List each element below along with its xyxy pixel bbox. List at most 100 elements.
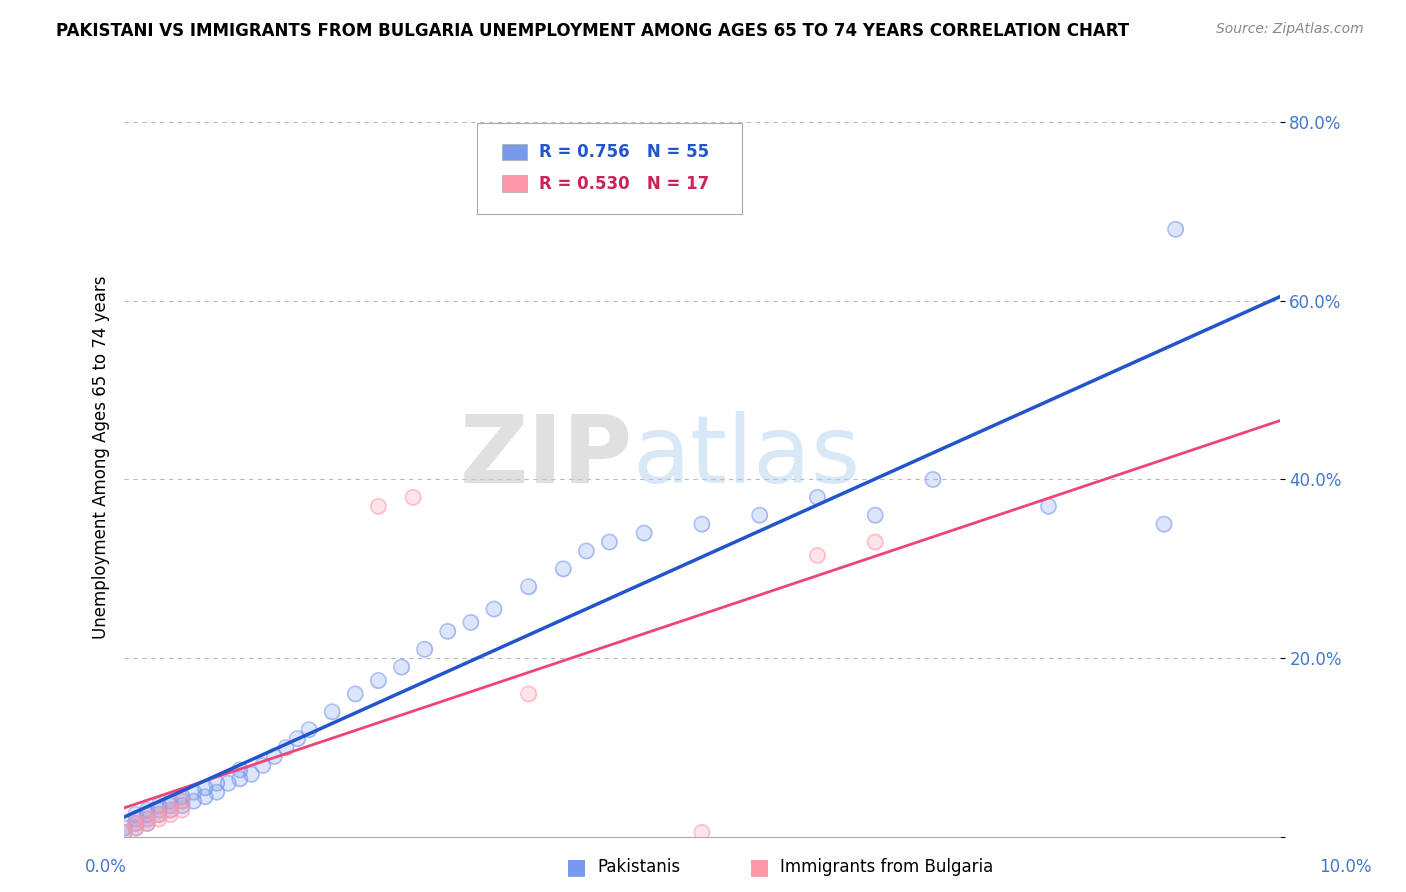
- Point: [170, 794, 193, 808]
- Point: [460, 615, 482, 630]
- Point: [148, 807, 170, 822]
- Point: [806, 491, 828, 505]
- Point: [148, 798, 170, 813]
- Point: [194, 780, 217, 795]
- Text: PAKISTANI VS IMMIGRANTS FROM BULGARIA UNEMPLOYMENT AMONG AGES 65 TO 74 YEARS COR: PAKISTANI VS IMMIGRANTS FROM BULGARIA UN…: [56, 22, 1129, 40]
- Point: [148, 803, 170, 817]
- Point: [148, 807, 170, 822]
- Text: ■: ■: [567, 857, 586, 877]
- Point: [863, 508, 886, 523]
- Y-axis label: Unemployment Among Ages 65 to 74 years: Unemployment Among Ages 65 to 74 years: [93, 276, 110, 639]
- Point: [1038, 500, 1060, 514]
- Text: ZIP: ZIP: [460, 411, 633, 503]
- Point: [274, 740, 297, 755]
- Point: [287, 731, 309, 746]
- Point: [598, 535, 620, 549]
- Point: [125, 816, 148, 830]
- Point: [344, 687, 367, 701]
- Point: [170, 798, 193, 813]
- Point: [391, 660, 413, 674]
- Point: [748, 508, 770, 523]
- Point: [436, 624, 458, 639]
- Point: [170, 789, 193, 804]
- Point: [159, 803, 181, 817]
- Point: [125, 821, 148, 835]
- Point: [159, 798, 181, 813]
- Point: [159, 794, 181, 808]
- Point: [217, 776, 239, 790]
- Point: [922, 473, 945, 487]
- Point: [748, 508, 770, 523]
- Point: [112, 821, 135, 835]
- Point: [575, 544, 598, 558]
- Point: [517, 687, 540, 701]
- Point: [229, 772, 252, 786]
- Text: R = 0.756   N = 55: R = 0.756 N = 55: [538, 143, 709, 161]
- Point: [112, 825, 135, 839]
- Point: [112, 825, 135, 839]
- Point: [159, 803, 181, 817]
- Point: [159, 803, 181, 817]
- Point: [402, 491, 425, 505]
- Point: [183, 785, 205, 799]
- Point: [402, 491, 425, 505]
- Point: [482, 602, 505, 616]
- Point: [1153, 517, 1175, 532]
- Text: 10.0%: 10.0%: [1319, 858, 1372, 876]
- Point: [125, 816, 148, 830]
- Point: [125, 812, 148, 826]
- Point: [170, 803, 193, 817]
- Point: [148, 803, 170, 817]
- Point: [1164, 222, 1187, 236]
- Point: [252, 758, 274, 772]
- Text: Source: ZipAtlas.com: Source: ZipAtlas.com: [1216, 22, 1364, 37]
- Point: [159, 807, 181, 822]
- Text: Pakistanis: Pakistanis: [598, 858, 681, 876]
- Point: [287, 731, 309, 746]
- Point: [321, 705, 343, 719]
- Point: [690, 517, 713, 532]
- Point: [125, 821, 148, 835]
- Point: [136, 812, 159, 826]
- Point: [170, 803, 193, 817]
- Point: [863, 535, 886, 549]
- Point: [205, 785, 228, 799]
- Point: [517, 580, 540, 594]
- Point: [125, 807, 148, 822]
- Point: [598, 535, 620, 549]
- FancyBboxPatch shape: [477, 123, 742, 214]
- Text: R = 0.530   N = 17: R = 0.530 N = 17: [538, 175, 709, 193]
- Point: [170, 794, 193, 808]
- Point: [806, 491, 828, 505]
- Point: [863, 508, 886, 523]
- Point: [148, 812, 170, 826]
- Point: [194, 780, 217, 795]
- Point: [205, 776, 228, 790]
- Point: [517, 687, 540, 701]
- Point: [344, 687, 367, 701]
- Point: [413, 642, 436, 657]
- Point: [690, 517, 713, 532]
- Point: [460, 615, 482, 630]
- Point: [183, 794, 205, 808]
- Point: [183, 794, 205, 808]
- Point: [252, 758, 274, 772]
- Point: [136, 803, 159, 817]
- Point: [298, 723, 321, 737]
- Point: [125, 821, 148, 835]
- Point: [274, 740, 297, 755]
- Point: [112, 825, 135, 839]
- Point: [170, 794, 193, 808]
- Point: [194, 789, 217, 804]
- Point: [482, 602, 505, 616]
- Point: [553, 562, 575, 576]
- Text: atlas: atlas: [633, 411, 860, 503]
- Point: [170, 794, 193, 808]
- Point: [863, 535, 886, 549]
- Point: [148, 807, 170, 822]
- Point: [159, 807, 181, 822]
- Point: [553, 562, 575, 576]
- Point: [806, 549, 828, 563]
- Point: [229, 763, 252, 777]
- Point: [136, 812, 159, 826]
